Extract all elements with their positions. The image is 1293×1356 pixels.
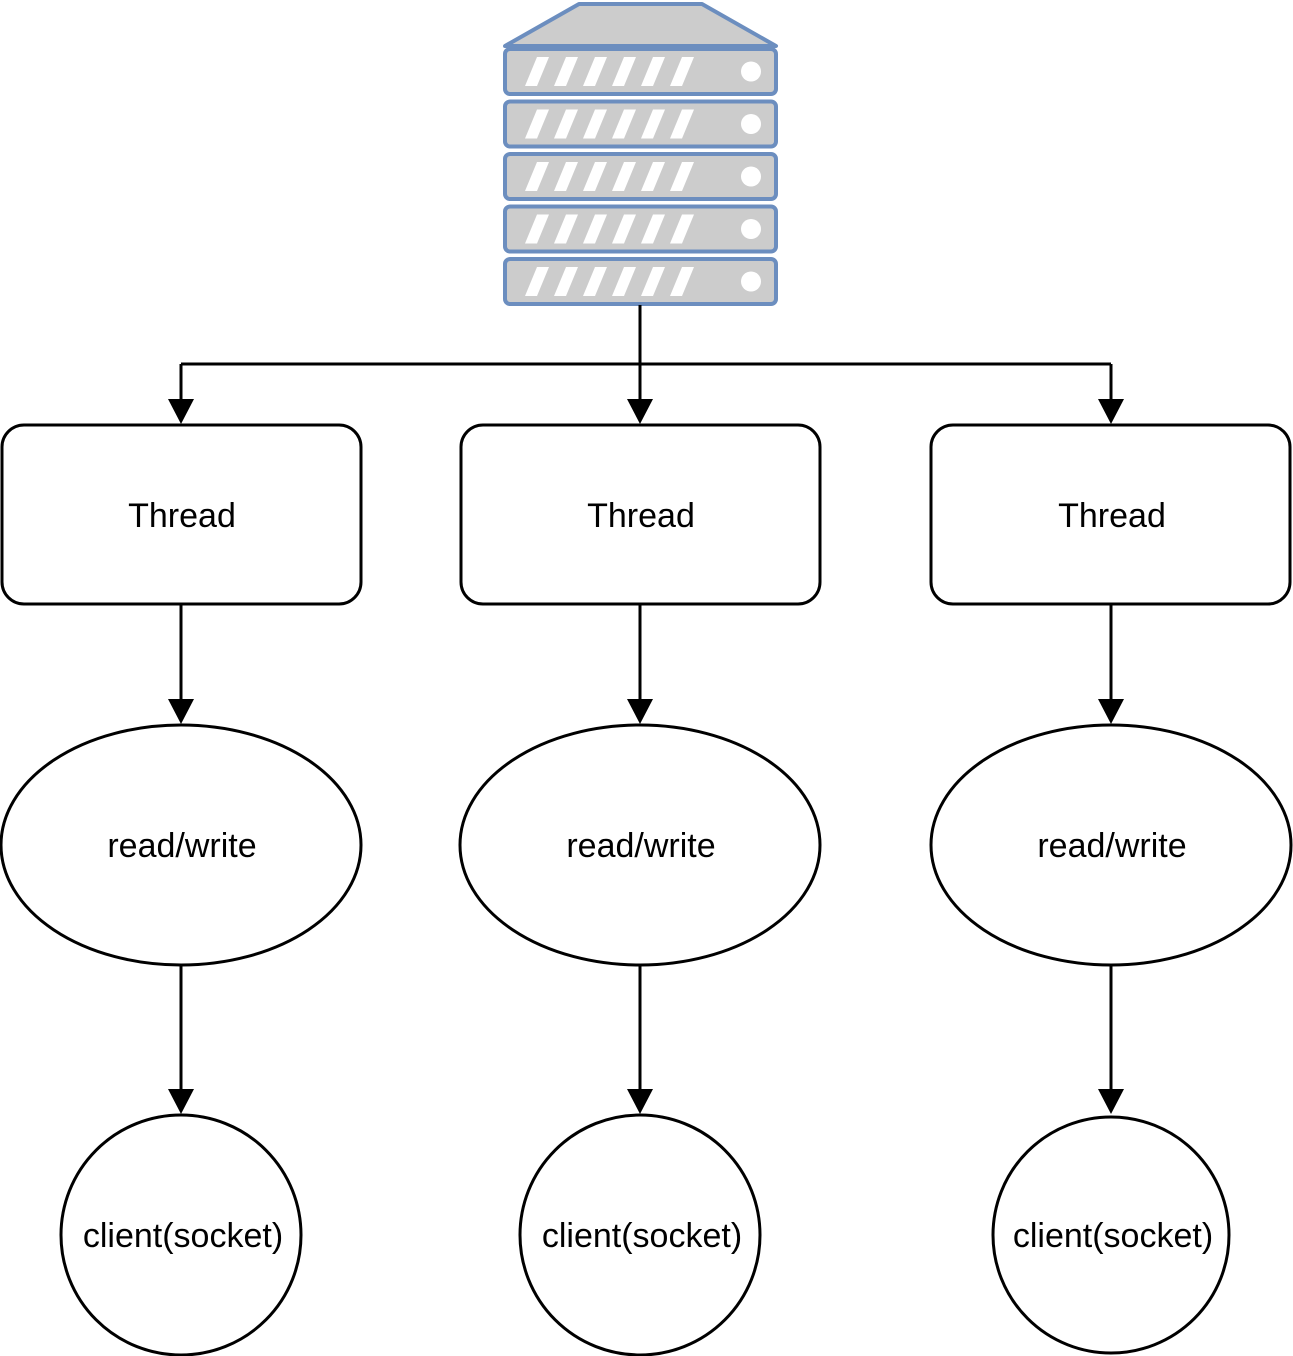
connectors <box>181 305 1111 364</box>
server-status-light <box>741 219 761 239</box>
arrowhead-server-to-thread-1 <box>168 399 194 424</box>
arrowhead-server-to-thread-2 <box>627 399 653 424</box>
client-socket-label-3: client(socket) <box>1013 1217 1213 1255</box>
read-write-label-3: read/write <box>1037 827 1186 865</box>
thread-label-2: Thread <box>587 497 695 535</box>
read-write-label-2: read/write <box>566 827 715 865</box>
server-status-light <box>741 114 761 134</box>
arrowhead-server-to-thread-3 <box>1098 399 1124 424</box>
server-status-light <box>741 272 761 292</box>
server-status-light <box>741 167 761 187</box>
server-unit-body <box>505 207 776 252</box>
server-top-cap <box>505 4 776 46</box>
thread-column-2: Thread read/write client(socket) <box>460 364 820 1355</box>
server-unit-body <box>505 259 776 304</box>
server-status-light <box>741 62 761 82</box>
thread-column-3: Thread read/write client(socket) <box>931 364 1291 1353</box>
server-unit-3 <box>505 154 776 199</box>
server-unit-body <box>505 102 776 147</box>
arrowhead-thread-to-io-3 <box>1098 699 1124 724</box>
arrowhead-io-to-client-1 <box>168 1089 194 1114</box>
server-unit-2 <box>505 102 776 147</box>
arrowhead-thread-to-io-2 <box>627 699 653 724</box>
thread-column-1: Thread read/write client(socket) <box>1 364 361 1355</box>
server-unit-4 <box>505 207 776 252</box>
read-write-label-1: read/write <box>107 827 256 865</box>
arrowhead-io-to-client-2 <box>627 1089 653 1114</box>
server-rack-icon <box>505 4 776 304</box>
client-socket-label-2: client(socket) <box>542 1217 742 1255</box>
server-unit-body <box>505 154 776 199</box>
server-unit-5 <box>505 259 776 304</box>
server-unit-1 <box>505 49 776 94</box>
thread-label-3: Thread <box>1058 497 1166 535</box>
thread-label-1: Thread <box>128 497 236 535</box>
arrowhead-io-to-client-3 <box>1098 1089 1124 1114</box>
server-unit-body <box>505 49 776 94</box>
arrowhead-thread-to-io-1 <box>168 699 194 724</box>
client-socket-label-1: client(socket) <box>83 1217 283 1255</box>
